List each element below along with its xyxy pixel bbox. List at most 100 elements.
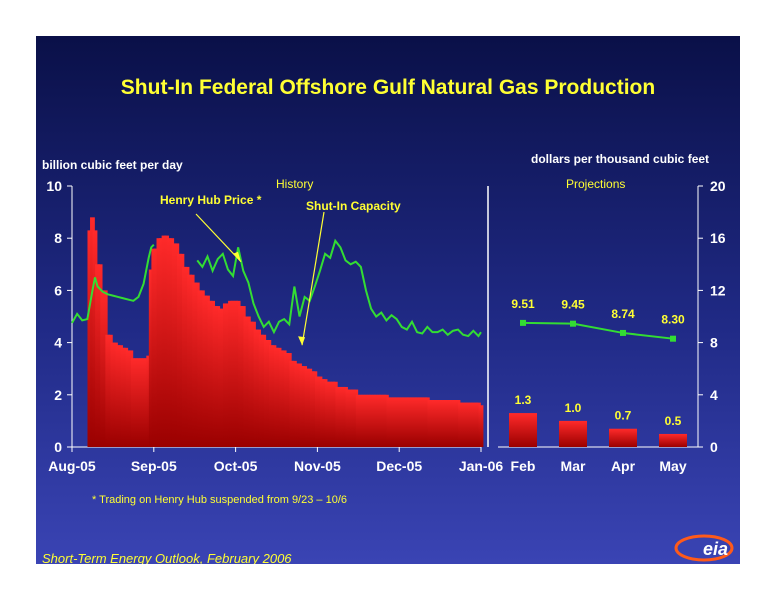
projected-price-label: 9.51 xyxy=(511,297,535,311)
projected-price-label: 8.30 xyxy=(661,313,685,327)
shut-in-bar xyxy=(381,394,387,447)
shut-in-bar xyxy=(340,386,346,447)
shut-in-bar xyxy=(184,266,190,447)
shut-in-bar xyxy=(194,282,200,447)
projected-price-line xyxy=(522,321,674,340)
shut-in-bar xyxy=(338,386,343,447)
shut-in-bar xyxy=(151,248,157,447)
shut-in-bar xyxy=(317,376,323,447)
shut-in-bar xyxy=(432,400,438,447)
shut-in-bar xyxy=(314,376,320,447)
shut-in-bar xyxy=(146,355,152,447)
shut-in-bar xyxy=(199,290,205,447)
shut-in-bar xyxy=(286,353,292,447)
henry-hub-price-line xyxy=(196,238,482,338)
shut-in-bar xyxy=(128,350,134,447)
shut-in-bar xyxy=(100,290,106,447)
shut-in-bar xyxy=(404,397,410,447)
shut-in-bar xyxy=(299,366,305,447)
shut-in-bar xyxy=(90,217,95,447)
history-x-tick-label: Nov-05 xyxy=(294,458,341,474)
left-y-tick-label: 6 xyxy=(54,282,62,298)
shut-in-bar xyxy=(105,334,111,447)
shut-in-bar xyxy=(281,350,287,447)
shut-in-bar xyxy=(261,334,267,447)
shut-in-bar xyxy=(422,397,428,447)
shut-in-bar xyxy=(207,300,213,447)
shut-in-bar xyxy=(141,358,146,447)
shut-in-bar xyxy=(465,402,471,447)
shut-in-bar xyxy=(130,358,136,447)
history-x-tick-label: Dec-05 xyxy=(376,458,422,474)
shut-in-bar xyxy=(125,350,131,447)
shut-in-bar xyxy=(136,358,141,447)
shut-in-bar xyxy=(115,345,121,447)
shut-in-bar xyxy=(169,238,175,447)
shut-in-bar xyxy=(322,379,328,447)
shut-in-bar xyxy=(353,389,359,447)
shut-in-bar xyxy=(222,303,228,447)
shut-in-bar xyxy=(330,381,336,447)
shut-in-bar xyxy=(120,347,126,447)
shut-in-bar xyxy=(97,264,103,447)
shut-in-bar xyxy=(271,345,277,447)
shut-in-bar xyxy=(202,295,208,447)
shut-in-bar xyxy=(243,316,249,447)
shut-in-bar xyxy=(440,400,446,447)
shut-in-bar xyxy=(107,334,113,447)
shut-in-bar xyxy=(348,389,354,447)
shut-in-bar xyxy=(445,400,451,447)
shut-in-bar xyxy=(192,282,198,447)
shut-in-bar xyxy=(148,269,154,447)
shut-in-bar xyxy=(220,308,226,447)
shut-in-bar xyxy=(110,342,116,447)
projected-price-marker xyxy=(670,335,676,342)
shut-in-bar xyxy=(156,238,162,447)
shut-in-bar xyxy=(297,363,302,447)
shut-in-bar xyxy=(161,235,167,447)
shut-in-bar xyxy=(332,381,338,447)
history-x-tick-label: Jan-06 xyxy=(459,458,504,474)
shut-in-bar xyxy=(164,235,169,447)
shut-in-bar xyxy=(189,274,195,447)
shut-in-bar xyxy=(138,358,144,447)
shut-in-bar xyxy=(350,389,356,447)
shut-in-bar xyxy=(182,266,187,447)
shut-in-bar xyxy=(176,253,182,447)
projection-bar-label: 1.0 xyxy=(565,401,582,415)
shut-in-bar xyxy=(463,402,469,447)
shut-in-bar xyxy=(215,306,221,447)
projections-label: Projections xyxy=(566,177,626,191)
shut-in-bar xyxy=(371,394,377,447)
projected-price-label: 9.45 xyxy=(561,298,585,312)
shut-in-bar xyxy=(235,300,241,447)
shut-in-bar xyxy=(453,400,458,447)
projection-x-tick-label: Apr xyxy=(611,458,636,474)
shut-in-bar xyxy=(355,394,361,447)
shut-in-bar xyxy=(325,381,331,447)
shut-in-bar xyxy=(320,379,325,447)
right-y-tick-label: 12 xyxy=(710,282,726,298)
shut-in-bar xyxy=(291,360,297,447)
shut-in-bar xyxy=(409,397,415,447)
shut-in-bar xyxy=(245,316,251,447)
shut-in-bar xyxy=(187,274,192,447)
shut-in-arrowhead xyxy=(298,336,306,346)
shut-in-bar xyxy=(92,230,98,447)
shut-in-bar xyxy=(419,397,425,447)
shut-in-bar xyxy=(258,334,264,447)
shut-in-bar xyxy=(159,238,164,447)
shut-in-bar xyxy=(366,394,371,447)
shut-in-bar xyxy=(266,339,272,447)
shut-in-bar xyxy=(228,300,233,447)
shut-in-bar xyxy=(123,347,129,447)
left-axis-label: billion cubic feet per day xyxy=(42,158,183,172)
right-y-tick-label: 0 xyxy=(710,439,718,455)
shut-in-bar xyxy=(312,371,318,447)
shut-in-bar xyxy=(279,350,285,447)
shut-in-bar xyxy=(87,230,93,447)
shut-in-bar xyxy=(391,397,397,447)
shut-in-bar xyxy=(205,295,210,447)
projection-bar-label: 0.7 xyxy=(615,409,632,423)
shut-in-bar xyxy=(361,394,366,447)
